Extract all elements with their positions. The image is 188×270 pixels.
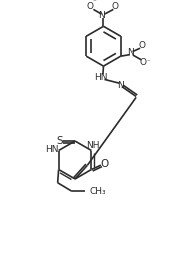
Text: O: O [100, 159, 108, 169]
Text: S: S [57, 136, 63, 146]
Text: O: O [111, 2, 118, 11]
Text: N: N [117, 80, 124, 90]
Text: NH: NH [87, 141, 100, 150]
Text: HN: HN [45, 145, 58, 154]
Text: O: O [86, 2, 93, 11]
Text: O: O [139, 41, 146, 50]
Text: CH₃: CH₃ [89, 187, 106, 196]
Text: HN: HN [94, 73, 107, 82]
Text: ⁻: ⁻ [146, 59, 150, 65]
Text: N: N [99, 11, 105, 20]
Text: N: N [128, 48, 134, 57]
Text: O: O [139, 58, 146, 67]
Text: ⁻: ⁻ [93, 0, 96, 6]
